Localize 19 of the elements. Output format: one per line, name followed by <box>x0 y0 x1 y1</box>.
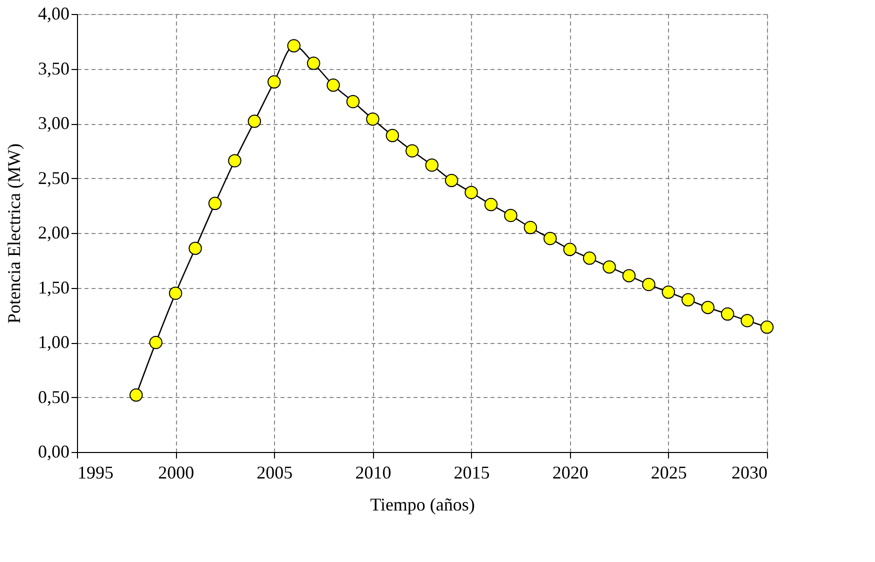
y-tick-label: 0,00 <box>38 442 70 462</box>
x-tick-label: 2010 <box>355 462 392 482</box>
x-tick-label: 2005 <box>256 462 293 482</box>
y-tick-label: 4,00 <box>38 4 70 24</box>
x-tick-label: 1995 <box>78 462 114 482</box>
x-tick-label: 2030 <box>732 462 768 482</box>
y-tick-label: 1,00 <box>38 332 70 352</box>
x-tick-label: 2020 <box>552 462 588 482</box>
x-tick-label: 2025 <box>650 462 687 482</box>
y-tick-label: 0,50 <box>38 386 70 407</box>
y-tick-label: 3,00 <box>38 113 70 133</box>
x-tick-label: 2015 <box>454 462 490 482</box>
y-tick-label: 2,00 <box>38 222 70 242</box>
x-tick-label: 2000 <box>158 462 194 482</box>
x-axis-title: Tiempo (años) <box>370 494 475 514</box>
y-axis-title: Potencia Electrica (MW) <box>4 144 24 324</box>
y-tick-label: 3,50 <box>38 58 70 78</box>
y-tick-label: 2,50 <box>38 168 70 188</box>
y-tick-label: 1,50 <box>38 277 70 298</box>
